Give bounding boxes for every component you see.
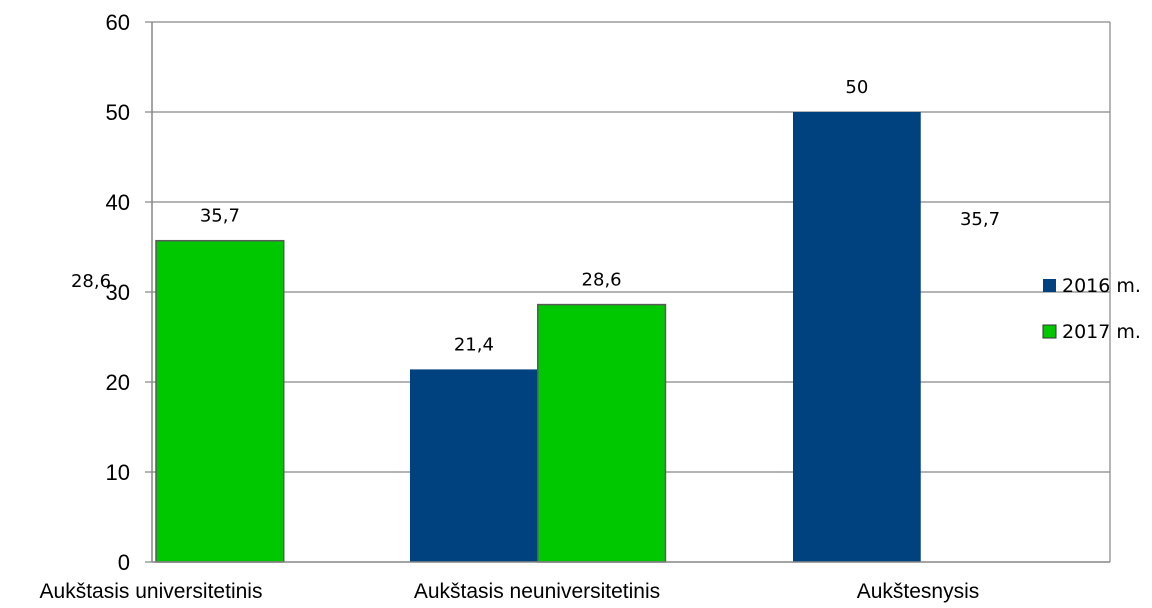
axes [151, 22, 1110, 563]
y-tick-label: 60 [106, 10, 130, 35]
data-label: 28,6 [582, 270, 622, 291]
data-label: 35,7 [200, 206, 240, 227]
data-label: 28,6 [71, 271, 111, 292]
y-tick-labels: 0 10 20 30 40 50 60 [106, 10, 130, 575]
y-tick-label: 50 [106, 100, 130, 125]
y-tick-label: 10 [106, 460, 130, 485]
y-tick-label: 20 [106, 370, 130, 395]
y-tick-label: 40 [106, 190, 130, 215]
x-category-label: Aukštesnysis [857, 580, 980, 603]
legend-swatch [1042, 324, 1057, 339]
data-label: 50 [845, 77, 868, 98]
bar [410, 369, 538, 562]
data-label: 35,7 [960, 209, 1000, 230]
bars [155, 112, 921, 563]
data-labels: 28,6 35,7 21,4 28,6 50 35,7 [71, 77, 1000, 355]
data-label: 21,4 [454, 334, 494, 355]
bar [536, 303, 667, 563]
legend-swatch [1043, 279, 1056, 292]
legend-label: 2016 m. [1062, 275, 1141, 297]
x-category-label: Aukštasis universitetinis [40, 580, 263, 603]
legend-label: 2017 m. [1062, 321, 1141, 343]
x-category-label: Aukštasis neuniversitetinis [414, 580, 660, 603]
gridlines [145, 21, 1111, 563]
y-tick-label: 0 [118, 550, 130, 575]
bar [155, 239, 285, 563]
category-labels: Aukštasis universitetinis Aukštasis neuni… [40, 580, 980, 603]
bar [793, 112, 921, 562]
legend: 2016 m. 2017 m. [1042, 275, 1141, 343]
y-tick-label: 30 [106, 280, 130, 305]
